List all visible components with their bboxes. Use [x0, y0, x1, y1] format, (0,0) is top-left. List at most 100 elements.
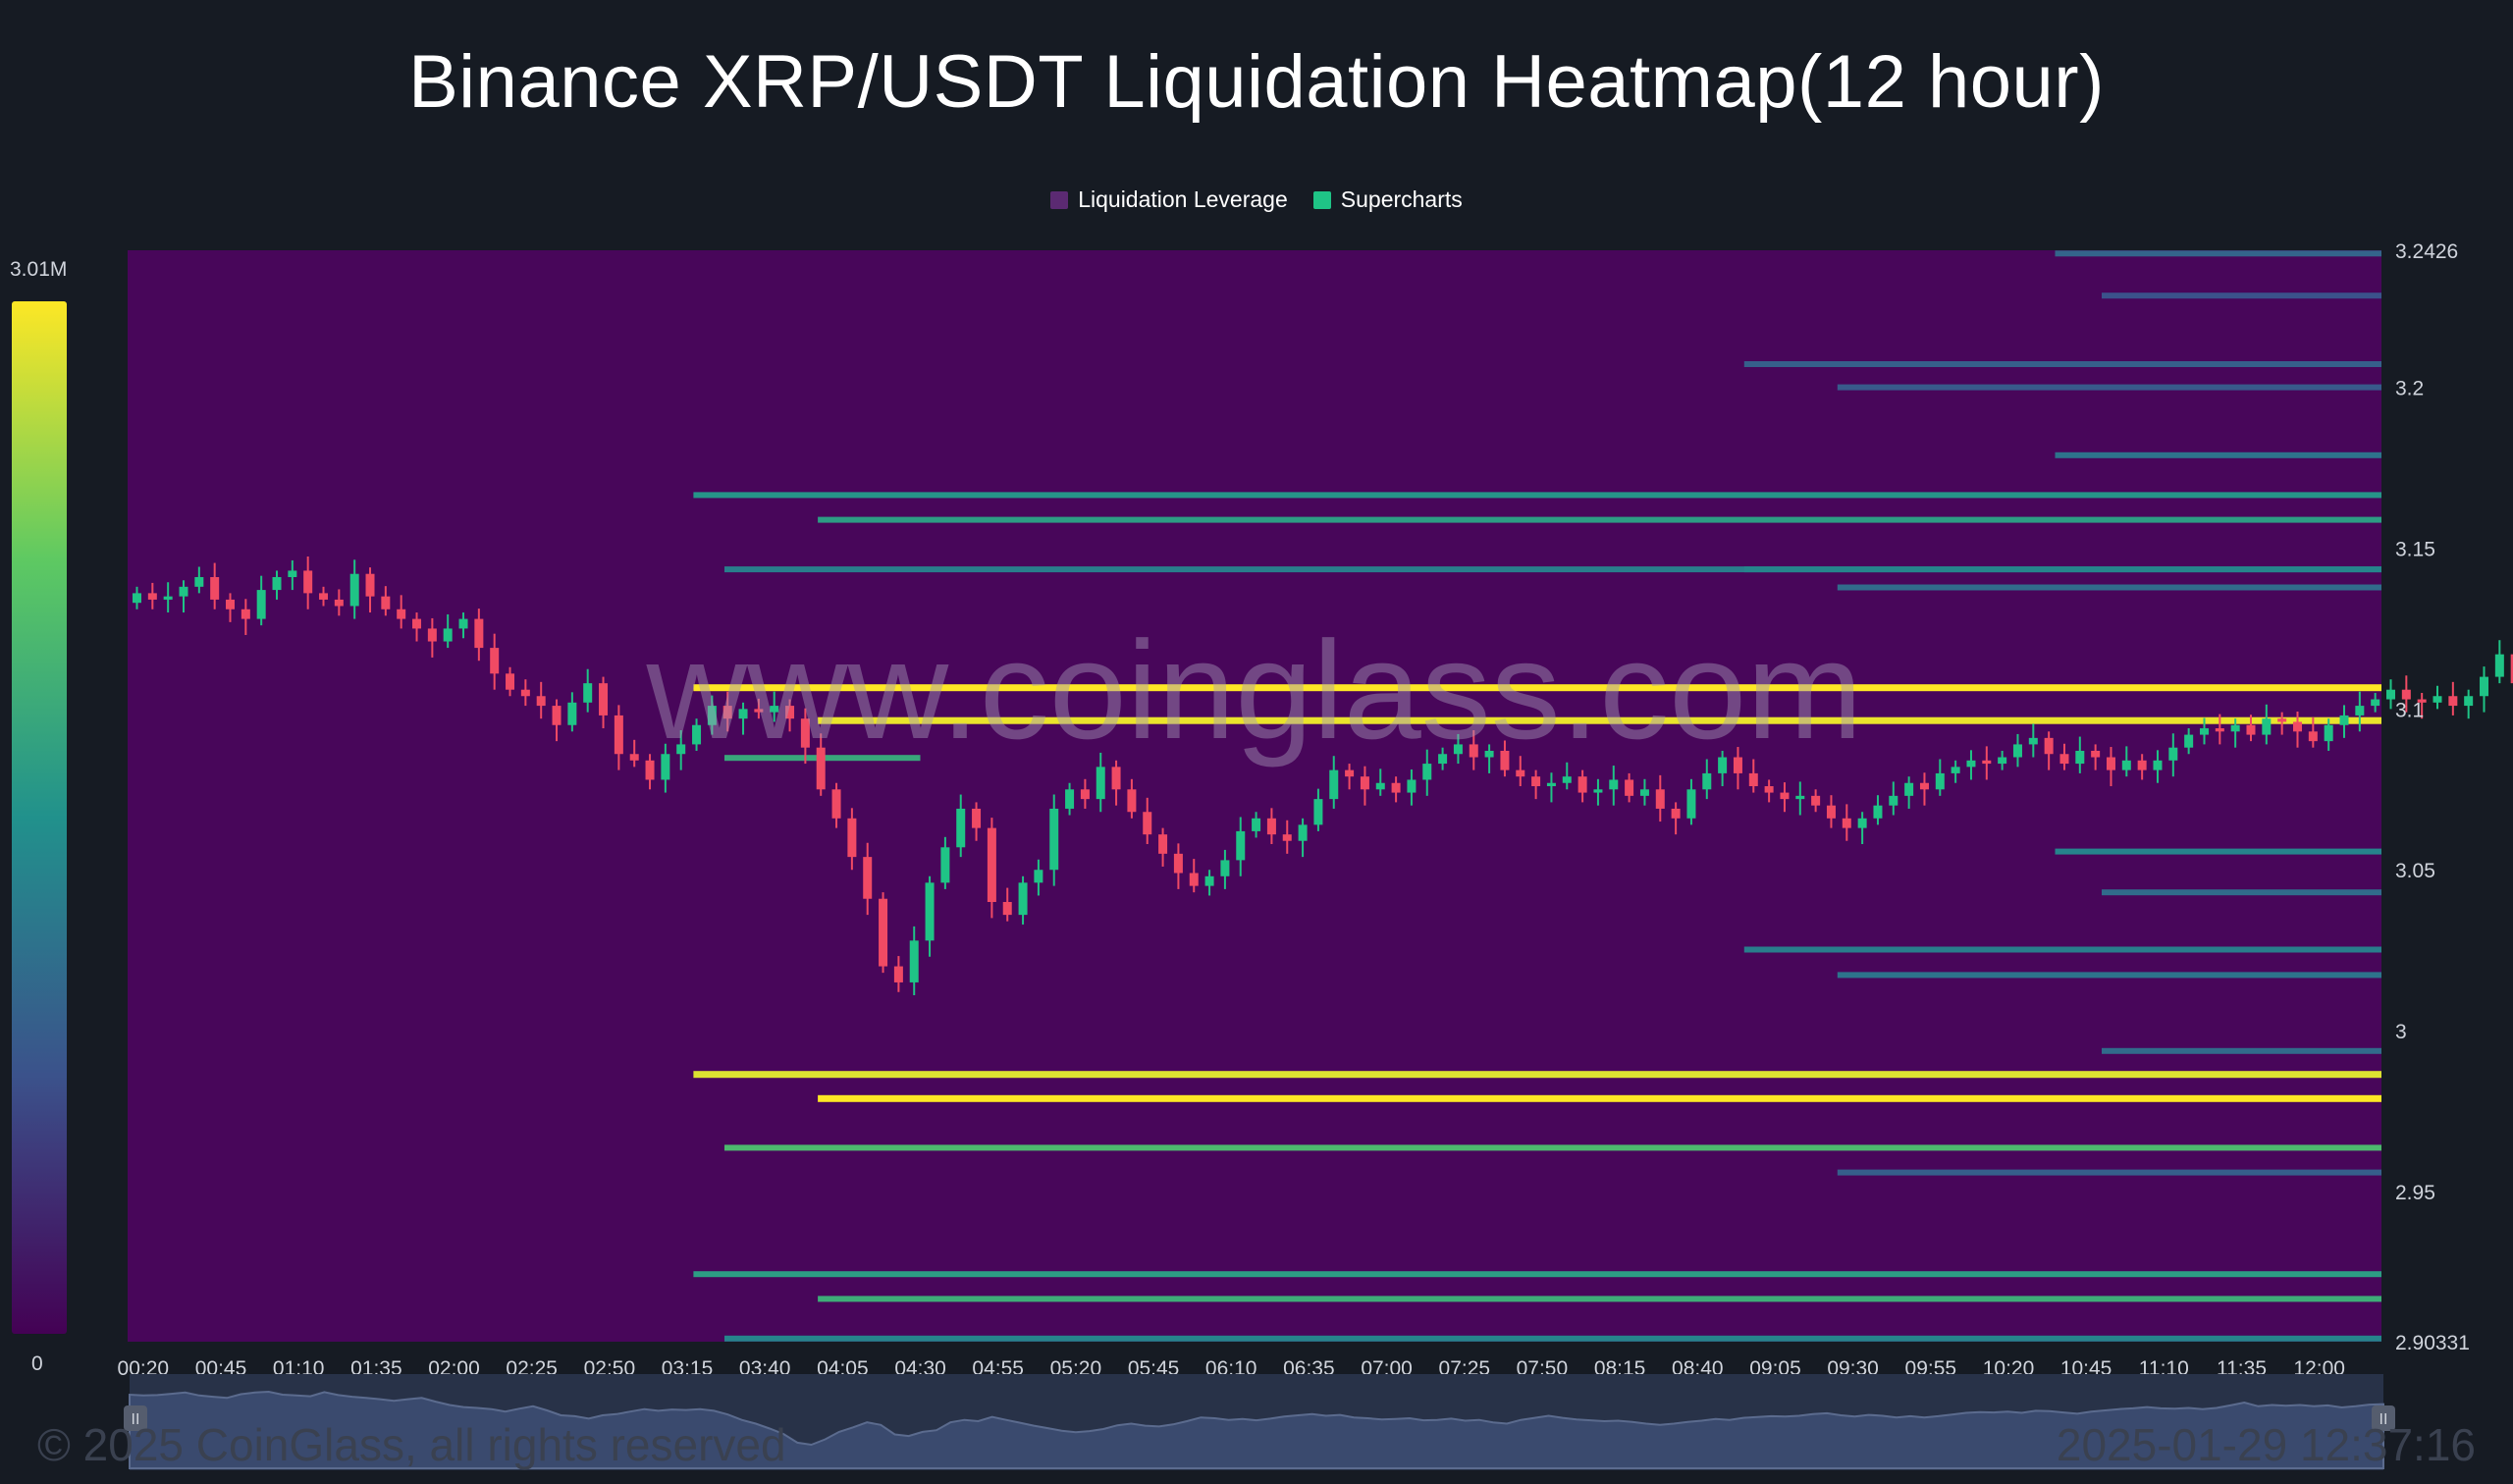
candle-110 — [1842, 804, 1851, 841]
candle-109 — [1826, 795, 1836, 828]
candle-26 — [536, 681, 546, 719]
candle-103 — [1733, 747, 1742, 790]
liquidation-level-9 — [1837, 584, 2381, 591]
candle-81 — [1391, 776, 1401, 803]
price-candles — [133, 556, 2513, 996]
candle-48 — [879, 892, 888, 974]
candle-107 — [1795, 781, 1805, 816]
candle-31 — [614, 705, 623, 770]
legend-item-supercharts[interactable]: Supercharts — [1312, 186, 1463, 213]
candle-5 — [210, 562, 220, 610]
candle-123 — [2044, 731, 2054, 770]
liquidation-level-24 — [724, 1335, 2381, 1342]
candle-53 — [956, 794, 966, 858]
candle-85 — [1453, 733, 1463, 765]
candle-87 — [1484, 744, 1494, 773]
candle-149 — [2448, 681, 2458, 716]
liquidation-level-21 — [1837, 1169, 2381, 1176]
candle-61 — [1080, 778, 1090, 809]
candle-82 — [1407, 768, 1417, 806]
candle-76 — [1313, 788, 1323, 831]
candle-55 — [987, 818, 996, 919]
candle-59 — [1049, 794, 1059, 886]
candle-69 — [1204, 870, 1214, 896]
candle-38 — [722, 691, 732, 732]
candle-108 — [1811, 789, 1821, 813]
candle-25 — [520, 679, 530, 707]
candle-133 — [2199, 717, 2209, 745]
liquidation-level-10 — [693, 684, 2381, 692]
candle-34 — [661, 743, 670, 793]
liquidation-level-11 — [818, 716, 2381, 724]
candle-72 — [1252, 812, 1261, 838]
candle-43 — [800, 708, 810, 765]
liquidation-level-1 — [2102, 292, 2381, 299]
candle-52 — [940, 836, 950, 889]
candle-24 — [506, 666, 515, 697]
candle-73 — [1266, 808, 1276, 845]
candle-50 — [909, 926, 919, 996]
legend-swatch-liquidation-leverage — [1050, 190, 1069, 209]
legend-item-liquidation-leverage[interactable]: Liquidation Leverage — [1050, 186, 1288, 213]
copyright-text: © 2025 CoinGlass, all rights reserved — [37, 1419, 786, 1470]
candle-13 — [334, 589, 344, 616]
candle-70 — [1220, 849, 1230, 889]
liquidation-level-8 — [1743, 566, 2381, 573]
candle-74 — [1282, 820, 1292, 854]
candle-18 — [412, 612, 422, 642]
candle-58 — [1034, 859, 1043, 896]
y-tick-label-4: 3.05 — [2395, 860, 2435, 882]
candle-90 — [1531, 769, 1541, 800]
colorbar-max-label: 3.01M — [10, 258, 68, 281]
candle-12 — [319, 586, 329, 607]
y-tick-label-5: 3 — [2395, 1021, 2407, 1043]
candle-64 — [1127, 778, 1137, 819]
candle-63 — [1111, 760, 1121, 806]
candle-105 — [1764, 779, 1774, 803]
candle-126 — [2091, 744, 2101, 770]
candle-22 — [474, 609, 484, 662]
candle-141 — [2324, 718, 2333, 751]
liquidation-levels — [693, 250, 2381, 1342]
candle-131 — [2168, 733, 2178, 777]
candle-71 — [1236, 817, 1246, 876]
chart-title: Binance XRP/USDT Liquidation Heatmap(12 … — [408, 40, 2105, 124]
candle-150 — [2464, 689, 2474, 719]
candle-6 — [226, 593, 236, 622]
brush-handle-left[interactable] — [124, 1405, 147, 1431]
candle-124 — [2059, 743, 2069, 770]
candle-83 — [1422, 749, 1432, 796]
candle-62 — [1096, 752, 1105, 813]
candle-112 — [1873, 795, 1883, 825]
candle-3 — [179, 580, 188, 613]
candle-120 — [1998, 750, 2007, 770]
liquidation-level-2 — [1743, 361, 2381, 367]
brush-handle-right[interactable] — [2372, 1405, 2395, 1431]
candle-28 — [567, 692, 577, 732]
candle-35 — [676, 729, 686, 770]
candle-68 — [1189, 859, 1199, 893]
candle-57 — [1018, 875, 1028, 925]
candle-144 — [2371, 692, 2380, 713]
time-range-brush[interactable]: II II — [124, 1374, 2395, 1470]
candle-91 — [1546, 772, 1556, 803]
candle-37 — [707, 695, 717, 735]
legend-label-liquidation-leverage: Liquidation Leverage — [1078, 186, 1288, 212]
y-tick-label-3: 3.1 — [2395, 699, 2424, 721]
timestamp-text: 2025-01-29 12:37:16 — [2056, 1419, 2476, 1470]
candle-21 — [458, 612, 468, 639]
candle-139 — [2292, 711, 2302, 748]
candle-0 — [133, 586, 142, 610]
candle-151 — [2480, 666, 2489, 713]
candle-118 — [1966, 750, 1976, 780]
liquidation-level-22 — [693, 1271, 2381, 1278]
liquidation-level-5 — [693, 492, 2381, 499]
candle-66 — [1158, 827, 1168, 867]
heatmap-plot-area[interactable] — [128, 250, 2381, 1342]
candle-77 — [1329, 756, 1339, 809]
candle-96 — [1625, 772, 1634, 803]
candle-147 — [2417, 692, 2427, 719]
brush-handle-right-icon: II — [2379, 1411, 2388, 1428]
candle-4 — [194, 566, 204, 594]
